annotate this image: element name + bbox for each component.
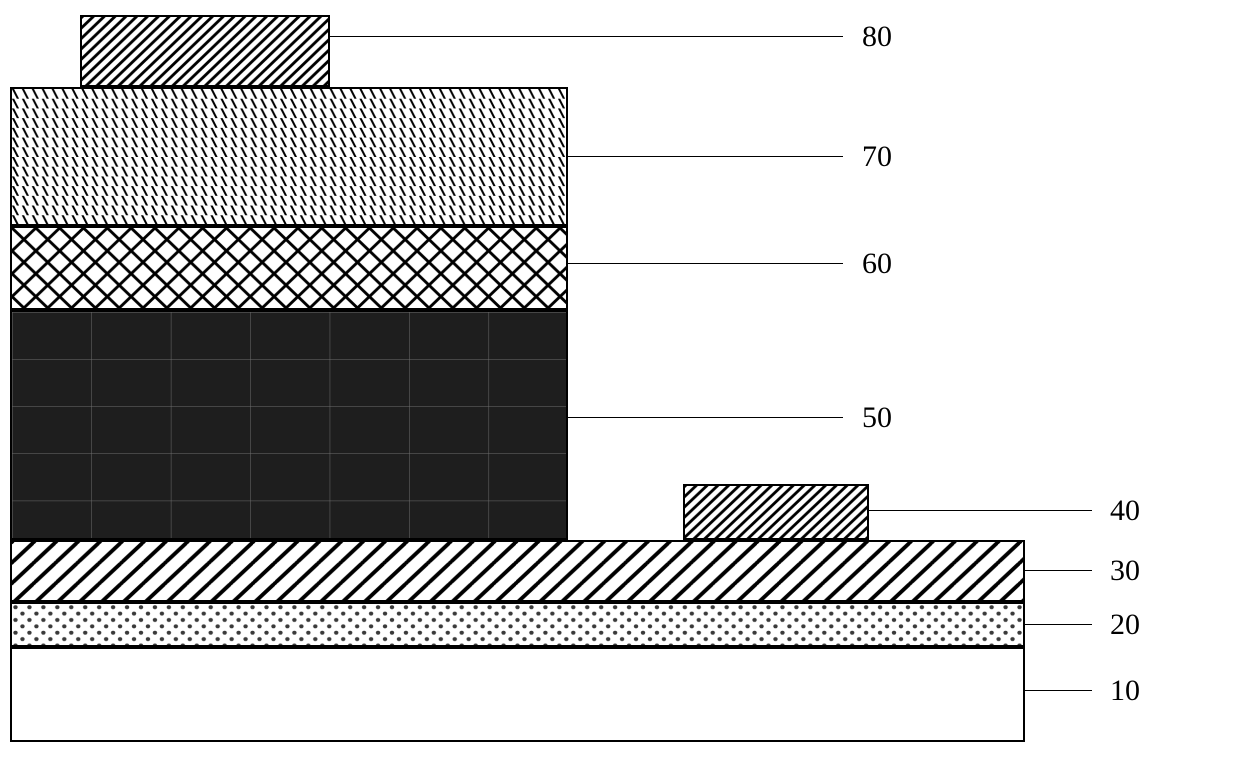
label-20: 20: [1110, 610, 1140, 640]
label-70: 70: [862, 142, 892, 172]
label-60: 60: [862, 249, 892, 279]
layer-80: [80, 15, 330, 87]
layer-10: [10, 647, 1025, 742]
leader-20: [1025, 624, 1092, 625]
layer-70: [10, 87, 568, 226]
leader-30: [1025, 570, 1092, 571]
leader-10: [1025, 690, 1092, 691]
leader-40: [869, 510, 1092, 511]
layer-20: [10, 602, 1025, 647]
label-30: 30: [1110, 556, 1140, 586]
layer-50: [10, 310, 568, 540]
leader-50: [568, 417, 843, 418]
label-40: 40: [1110, 496, 1140, 526]
layer-40: [683, 484, 869, 540]
leader-80: [330, 36, 843, 37]
label-10: 10: [1110, 676, 1140, 706]
label-50: 50: [862, 403, 892, 433]
label-80: 80: [862, 22, 892, 52]
layer-30: [10, 540, 1025, 602]
leader-60: [568, 263, 843, 264]
diagram-stage: 10 20 30 40 50 60 70 80: [0, 0, 1240, 771]
layer-60: [10, 226, 568, 310]
leader-70: [568, 156, 843, 157]
